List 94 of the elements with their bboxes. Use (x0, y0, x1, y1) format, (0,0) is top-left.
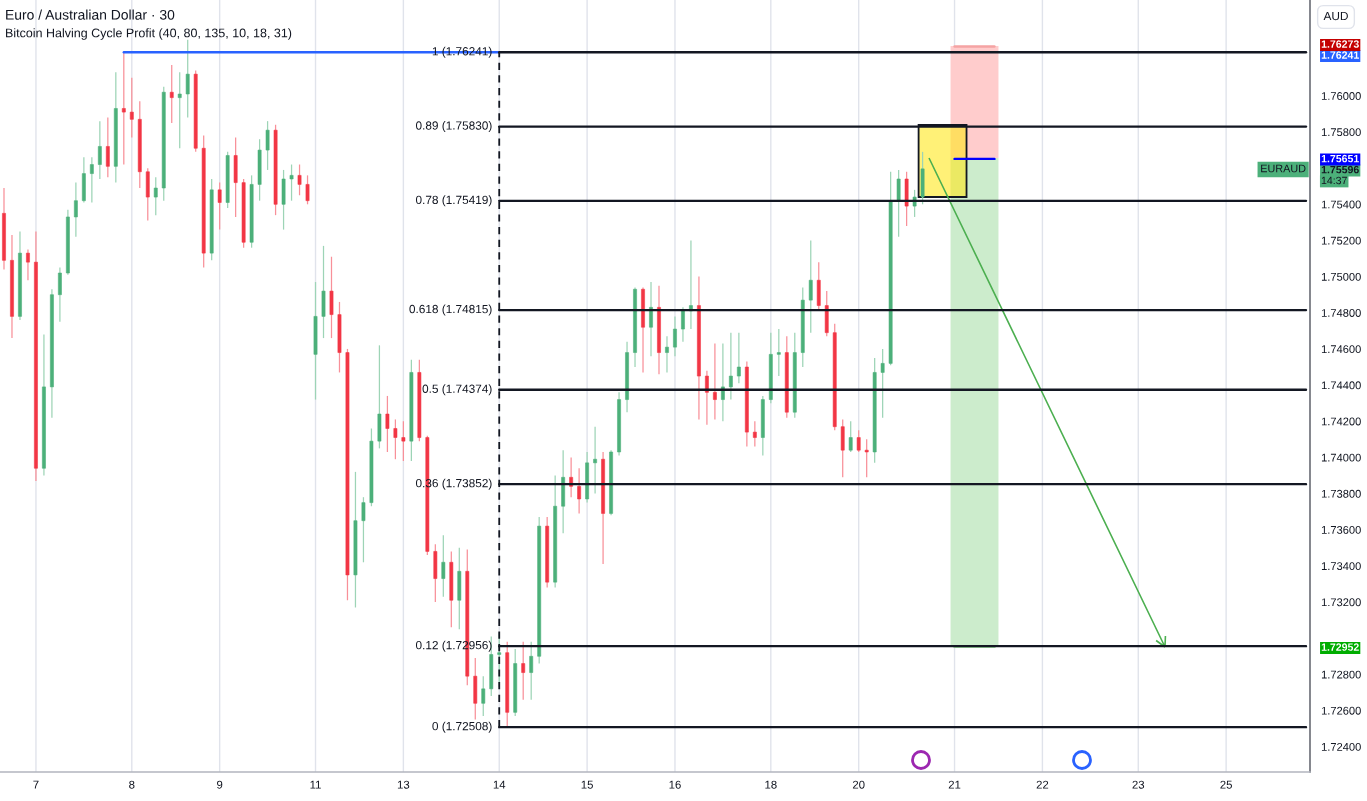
x-tick-label: 14 (493, 780, 506, 789)
candlestick (880, 348, 885, 419)
x-tick-label: 21 (948, 780, 961, 789)
candlestick (217, 181, 222, 231)
candlestick (649, 281, 653, 357)
candlestick (121, 51, 126, 166)
candlestick (665, 335, 669, 374)
x-tick-label: 9 (217, 780, 223, 789)
candlestick (776, 328, 781, 377)
y-tick-label: 1.72600 (1321, 706, 1361, 715)
x-tick-label: 22 (1036, 780, 1049, 789)
candlestick (912, 189, 917, 218)
candlestick (393, 418, 398, 460)
y-tick-label: 1.72952 (1321, 643, 1359, 651)
text: Bitcoin Halving Cycle Profit (40, 80, 135, 10, 18, 31) (6, 28, 292, 40)
candlestick (681, 306, 685, 343)
candlestick (729, 332, 733, 401)
x-tick-label: 11 (310, 780, 321, 789)
candlestick (441, 534, 446, 598)
x-tick-label: 7 (33, 780, 39, 789)
y-tick-label: 1.73800 (1321, 489, 1361, 498)
candlestick (329, 256, 334, 339)
candlestick (105, 116, 110, 178)
y-tick-label: 1.72400 (1321, 742, 1361, 751)
y-tick-label: 1.74200 (1321, 417, 1361, 426)
series-label: 0.5 (1.74374) (422, 384, 492, 396)
y-tick-label: 1.75400 (1321, 200, 1361, 209)
candlestick (673, 315, 677, 357)
candlestick (58, 266, 62, 323)
candlestick (808, 239, 813, 334)
y-tick-label: 1.76273 (1321, 40, 1359, 48)
candlestick (896, 169, 901, 238)
annotation: EURAUD (1261, 164, 1306, 173)
y-tick-label: 1.74800 (1321, 309, 1361, 317)
candlestick (689, 239, 693, 330)
candlestick (593, 426, 597, 495)
candlestick (297, 163, 302, 196)
candlestick (74, 181, 78, 238)
candlestick (89, 156, 94, 204)
candlestick (577, 467, 581, 515)
candlestick (848, 420, 853, 453)
x-tick-label: 23 (1132, 780, 1145, 789)
candlestick (265, 120, 270, 171)
text: Euro / Australian Dollar · 30 (6, 9, 175, 20)
x-tick-label: 20 (852, 780, 865, 789)
y-tick-label: 1.76000 (1321, 92, 1361, 100)
candlestick (385, 395, 390, 453)
y-tick-label: 1.73400 (1321, 562, 1361, 571)
y-tick-label: 1.76241 (1321, 51, 1359, 59)
candlestick (97, 120, 102, 180)
series-label: 0.78 (1.75419) (415, 195, 492, 207)
y-tick-label: 1.73600 (1321, 526, 1361, 534)
candlestick (361, 496, 366, 563)
candlestick (481, 675, 486, 717)
y-tick-label: 1.75596 (1321, 165, 1359, 174)
candlestick (153, 176, 158, 216)
candlestick (177, 71, 182, 149)
y-axis-title: AUD (1323, 11, 1348, 21)
y-tick-label: 1.72800 (1321, 670, 1361, 679)
candlestick (305, 174, 310, 205)
candlestick (401, 420, 406, 462)
series-label: 0 (1.72508) (432, 721, 492, 733)
candlestick (752, 420, 757, 448)
x-tick-label: 13 (397, 780, 410, 789)
x-tick-label: 18 (765, 780, 777, 789)
candlestick (721, 342, 725, 422)
candlestick (169, 64, 174, 124)
candlestick (185, 39, 190, 119)
candlestick (129, 77, 134, 139)
candlestick (705, 370, 709, 426)
candlestick (521, 641, 526, 701)
x-tick-label: 8 (129, 780, 135, 789)
candlestick (736, 332, 741, 384)
y-tick-label: 1.75200 (1321, 236, 1361, 245)
y-tick-label: 1.75800 (1321, 128, 1361, 137)
series-label: 0.618 (1.74815) (409, 304, 492, 316)
y-tick-label: 1.73200 (1321, 598, 1361, 607)
candlestick (713, 342, 717, 421)
x-tick-label: 16 (669, 780, 681, 789)
x-tick-label: 25 (1220, 780, 1232, 789)
x-tick-label: 15 (581, 780, 593, 789)
candlestick (289, 163, 294, 202)
candlestick (856, 429, 861, 453)
candlestick (840, 418, 845, 478)
candlestick (529, 641, 534, 701)
y-tick-label: 1.75000 (1321, 272, 1361, 281)
candlestick (864, 438, 869, 478)
y-tick-label: 1.74400 (1321, 381, 1361, 390)
text: 14:37 (1321, 176, 1347, 185)
y-tick-label: 1.74600 (1321, 345, 1361, 354)
series-label: 0.89 (1.75830) (415, 121, 492, 133)
y-tick-label: 1.75651 (1321, 154, 1359, 163)
y-tick-label: 1.74000 (1321, 453, 1361, 462)
candlestick (26, 248, 30, 281)
